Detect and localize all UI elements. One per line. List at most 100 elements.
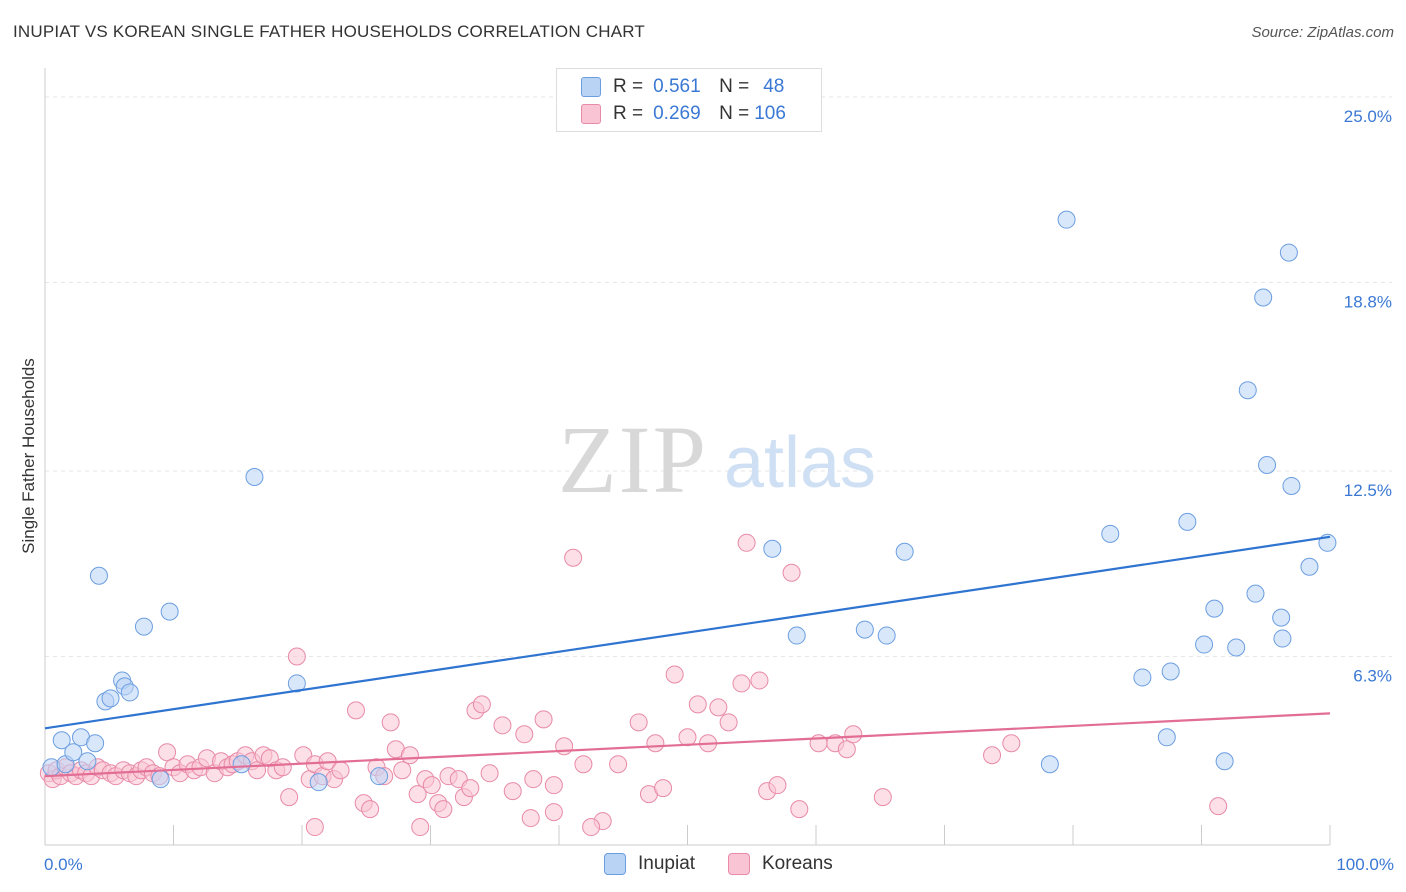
- bottom-legend-koreans: Koreans: [728, 852, 833, 876]
- point-korean: [737, 533, 756, 552]
- point-korean: [544, 776, 563, 795]
- point-inupiat: [101, 689, 120, 708]
- y-tick-label: 6.3%: [1353, 667, 1392, 686]
- trend-line-inupiat: [44, 535, 1331, 730]
- point-inupiat: [287, 674, 306, 693]
- point-korean: [273, 758, 292, 777]
- point-korean: [280, 788, 299, 807]
- point-inupiat: [151, 770, 170, 789]
- point-korean: [534, 710, 553, 729]
- point-inupiat: [1279, 243, 1298, 262]
- point-korean: [346, 701, 365, 720]
- point-korean: [515, 725, 534, 744]
- point-inupiat: [134, 617, 153, 636]
- point-inupiat: [763, 539, 782, 558]
- point-inupiat: [52, 731, 71, 750]
- point-korean: [837, 740, 856, 759]
- point-korean: [768, 776, 787, 795]
- point-korean: [782, 563, 801, 582]
- point-korean: [574, 755, 593, 774]
- bottom-legend-swatch-inupiat: [604, 853, 626, 875]
- legend-row-koreans: R = 0.269 N = 106: [581, 102, 786, 126]
- axes: [44, 68, 1331, 846]
- legend-r-value-inupiat: 0.561: [653, 76, 701, 97]
- legend-n-value-inupiat: 48: [763, 76, 785, 97]
- legend-swatch-koreans: [581, 104, 601, 124]
- point-korean: [472, 695, 491, 714]
- point-korean: [411, 818, 430, 837]
- point-inupiat: [1258, 456, 1277, 475]
- point-korean: [983, 746, 1002, 765]
- trend-lines: [44, 535, 1331, 778]
- point-inupiat: [1133, 668, 1152, 687]
- point-inupiat: [855, 620, 874, 639]
- point-inupiat: [89, 566, 108, 585]
- point-inupiat: [1300, 557, 1319, 576]
- point-inupiat: [1215, 752, 1234, 771]
- point-korean: [688, 695, 707, 714]
- point-inupiat: [1246, 584, 1265, 603]
- legend-r-value-koreans: 0.269: [653, 103, 701, 124]
- point-korean: [555, 737, 574, 756]
- point-inupiat: [309, 773, 328, 792]
- point-korean: [873, 788, 892, 807]
- point-inupiat: [64, 743, 83, 762]
- legend-row-inupiat: R = 0.561 N = 48: [581, 75, 784, 99]
- point-korean: [609, 755, 628, 774]
- legend-n-label: N =: [719, 103, 750, 124]
- point-korean: [564, 548, 583, 567]
- point-korean: [361, 800, 380, 819]
- point-inupiat: [877, 626, 896, 645]
- point-korean: [381, 713, 400, 732]
- bottom-legend-label-inupiat: Inupiat: [638, 853, 696, 874]
- legend-r-label: R =: [613, 103, 644, 124]
- point-korean: [750, 671, 769, 690]
- point-korean: [719, 713, 738, 732]
- point-korean: [654, 779, 673, 798]
- point-inupiat: [1272, 608, 1291, 627]
- legend-n-value-koreans: 106: [754, 103, 786, 124]
- tick-labels: 6.3% 12.5% 18.8% 25.0% 0.0% 100.0%: [44, 107, 1394, 874]
- point-korean: [393, 761, 412, 780]
- point-inupiat: [1157, 728, 1176, 747]
- point-korean: [331, 761, 350, 780]
- bottom-legend-label-koreans: Koreans: [762, 853, 833, 874]
- legend-box: R = 0.561 N = 48 R = 0.269 N = 106: [556, 68, 822, 132]
- point-inupiat: [787, 626, 806, 645]
- point-inupiat: [895, 542, 914, 561]
- point-korean: [503, 782, 522, 801]
- point-korean: [480, 764, 499, 783]
- point-korean: [678, 728, 697, 747]
- series-inupiat: [42, 210, 1337, 792]
- point-korean: [158, 743, 177, 762]
- point-korean: [287, 647, 306, 666]
- point-korean: [1209, 797, 1228, 816]
- point-korean: [646, 734, 665, 753]
- point-korean: [582, 818, 601, 837]
- y-tick-label: 12.5%: [1344, 481, 1392, 500]
- point-inupiat: [1040, 755, 1059, 774]
- point-inupiat: [1101, 524, 1120, 543]
- point-inupiat: [120, 683, 139, 702]
- point-inupiat: [1282, 476, 1301, 495]
- point-inupiat: [1195, 635, 1214, 654]
- y-tick-label: 18.8%: [1344, 293, 1392, 312]
- point-inupiat: [1227, 638, 1246, 657]
- x-tick-label: 100.0%: [1336, 855, 1394, 874]
- point-korean: [461, 779, 480, 798]
- point-inupiat: [1178, 512, 1197, 531]
- point-korean: [305, 818, 324, 837]
- point-inupiat: [232, 755, 251, 774]
- chart-title: INUPIAT VS KOREAN SINGLE FATHER HOUSEHOL…: [13, 22, 645, 41]
- point-inupiat: [1238, 381, 1257, 400]
- point-korean: [493, 716, 512, 735]
- watermark-atlas: atlas: [724, 423, 876, 503]
- point-korean: [709, 698, 728, 717]
- x-tick-label: 0.0%: [44, 855, 83, 874]
- point-korean: [1002, 734, 1021, 753]
- point-korean: [732, 674, 751, 693]
- point-korean: [422, 776, 441, 795]
- point-korean: [629, 713, 648, 732]
- point-inupiat: [1057, 210, 1076, 229]
